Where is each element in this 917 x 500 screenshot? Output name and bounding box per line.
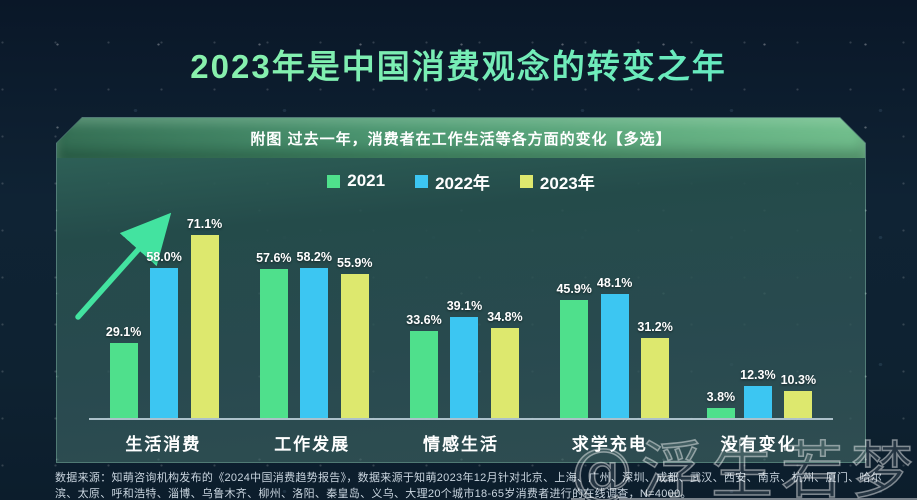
bar-value-label: 12.3% [740, 368, 776, 382]
chart-legend: 2021 2022年 2023年 [57, 168, 865, 194]
bar [341, 274, 369, 418]
bar-value-label: 31.2% [637, 320, 673, 334]
bar-column: 57.6% [256, 251, 291, 418]
bar-column: 10.3% [781, 373, 816, 418]
bar-group: 33.6% 39.1% 34.8% [406, 299, 522, 418]
bar [744, 386, 772, 418]
category-label: 没有变化 [720, 435, 797, 454]
bar-column: 58.0% [146, 250, 181, 418]
bar-value-label: 45.9% [556, 282, 592, 296]
bar-value-label: 34.8% [487, 310, 523, 324]
bar [191, 235, 219, 418]
data-source-note: 数据来源：知萌咨询机构发布的《2024中国消费趋势报告》，数据来源于知萌2023… [55, 472, 883, 500]
category-axis: 生活消费 工作发展 情感生活 求学充电 没有变化 [89, 430, 833, 455]
bar-group: 29.1% 58.0% 71.1% [106, 217, 222, 418]
bar-value-label: 33.6% [406, 313, 442, 327]
bar-group: 57.6% 58.2% 55.9% [256, 250, 372, 418]
legend-label: 2021 [347, 171, 386, 190]
page-title: 2023年是中国消费观念的转变之年 [0, 40, 917, 88]
bar-column: 55.9% [337, 256, 372, 418]
bar-column: 45.9% [556, 282, 591, 418]
category-label: 工作发展 [274, 435, 351, 454]
bar-column: 34.8% [487, 310, 522, 418]
bar [260, 269, 288, 418]
bar-value-label: 48.1% [596, 276, 633, 290]
chart-panel-inner: 附图 过去一年，消费者在工作生活等各方面的变化【多选】 2021 2022年 202… [57, 118, 865, 462]
bar-column: 12.3% [740, 368, 775, 418]
bar-group: 45.9% 48.1% 31.2% [556, 276, 672, 418]
bar-column: 29.1% [106, 325, 141, 418]
bar-value-label: 71.1% [186, 217, 223, 231]
bar [110, 343, 138, 418]
bar-value-label: 58.0% [146, 250, 182, 264]
bar [410, 331, 438, 418]
bar [641, 338, 669, 418]
category-label: 生活消费 [125, 435, 202, 454]
bar-column: 39.1% [447, 299, 482, 418]
bar-column: 3.8% [707, 390, 736, 418]
bar-column: 71.1% [187, 217, 222, 418]
bar [601, 294, 629, 418]
bar-column: 31.2% [637, 320, 672, 418]
legend-swatch-icon [327, 175, 340, 188]
growth-arrow-icon [65, 200, 185, 325]
bar-value-label: 29.1% [105, 325, 142, 339]
bar-value-label: 10.3% [780, 373, 817, 387]
bar-value-label: 58.2% [296, 250, 332, 264]
bar-value-label: 3.8% [706, 390, 736, 404]
bar [707, 408, 735, 418]
bar-column: 58.2% [297, 250, 332, 418]
legend-label: 2022年 [435, 173, 490, 193]
legend-item: 2021 [327, 171, 385, 191]
bar [560, 300, 588, 418]
bar-column: 33.6% [406, 313, 441, 418]
bar-value-label: 55.9% [337, 256, 373, 270]
legend-label: 2023年 [539, 173, 595, 193]
legend-swatch-icon [520, 175, 533, 188]
bar-value-label: 39.1% [446, 299, 483, 313]
bar [784, 391, 812, 418]
bar-column: 48.1% [597, 276, 632, 418]
bar-group: 3.8% 12.3% 10.3% [707, 368, 816, 418]
category-label: 情感生活 [422, 435, 499, 454]
chart-panel: 附图 过去一年，消费者在工作生活等各方面的变化【多选】 2021 2022年 202… [56, 117, 866, 463]
category-label: 求学充电 [571, 435, 648, 454]
legend-swatch-icon [415, 175, 428, 188]
legend-item: 2022年 [415, 169, 490, 194]
legend-item: 2023年 [520, 169, 595, 194]
bar [450, 317, 478, 418]
chart-subtitle: 附图 过去一年，消费者在工作生活等各方面的变化【多选】 [250, 130, 672, 148]
chart-subtitle-banner: 附图 过去一年，消费者在工作生活等各方面的变化【多选】 [57, 118, 865, 158]
bar [300, 268, 328, 418]
bar-plot: 29.1% 58.0% 71.1% 57.6% 58.2% 55.9% 33.6% 39.1%… [89, 223, 833, 420]
bar [491, 328, 519, 418]
bar [150, 268, 178, 418]
watermark: @浮生若梦 [570, 433, 917, 500]
bar-value-label: 57.6% [256, 251, 292, 265]
